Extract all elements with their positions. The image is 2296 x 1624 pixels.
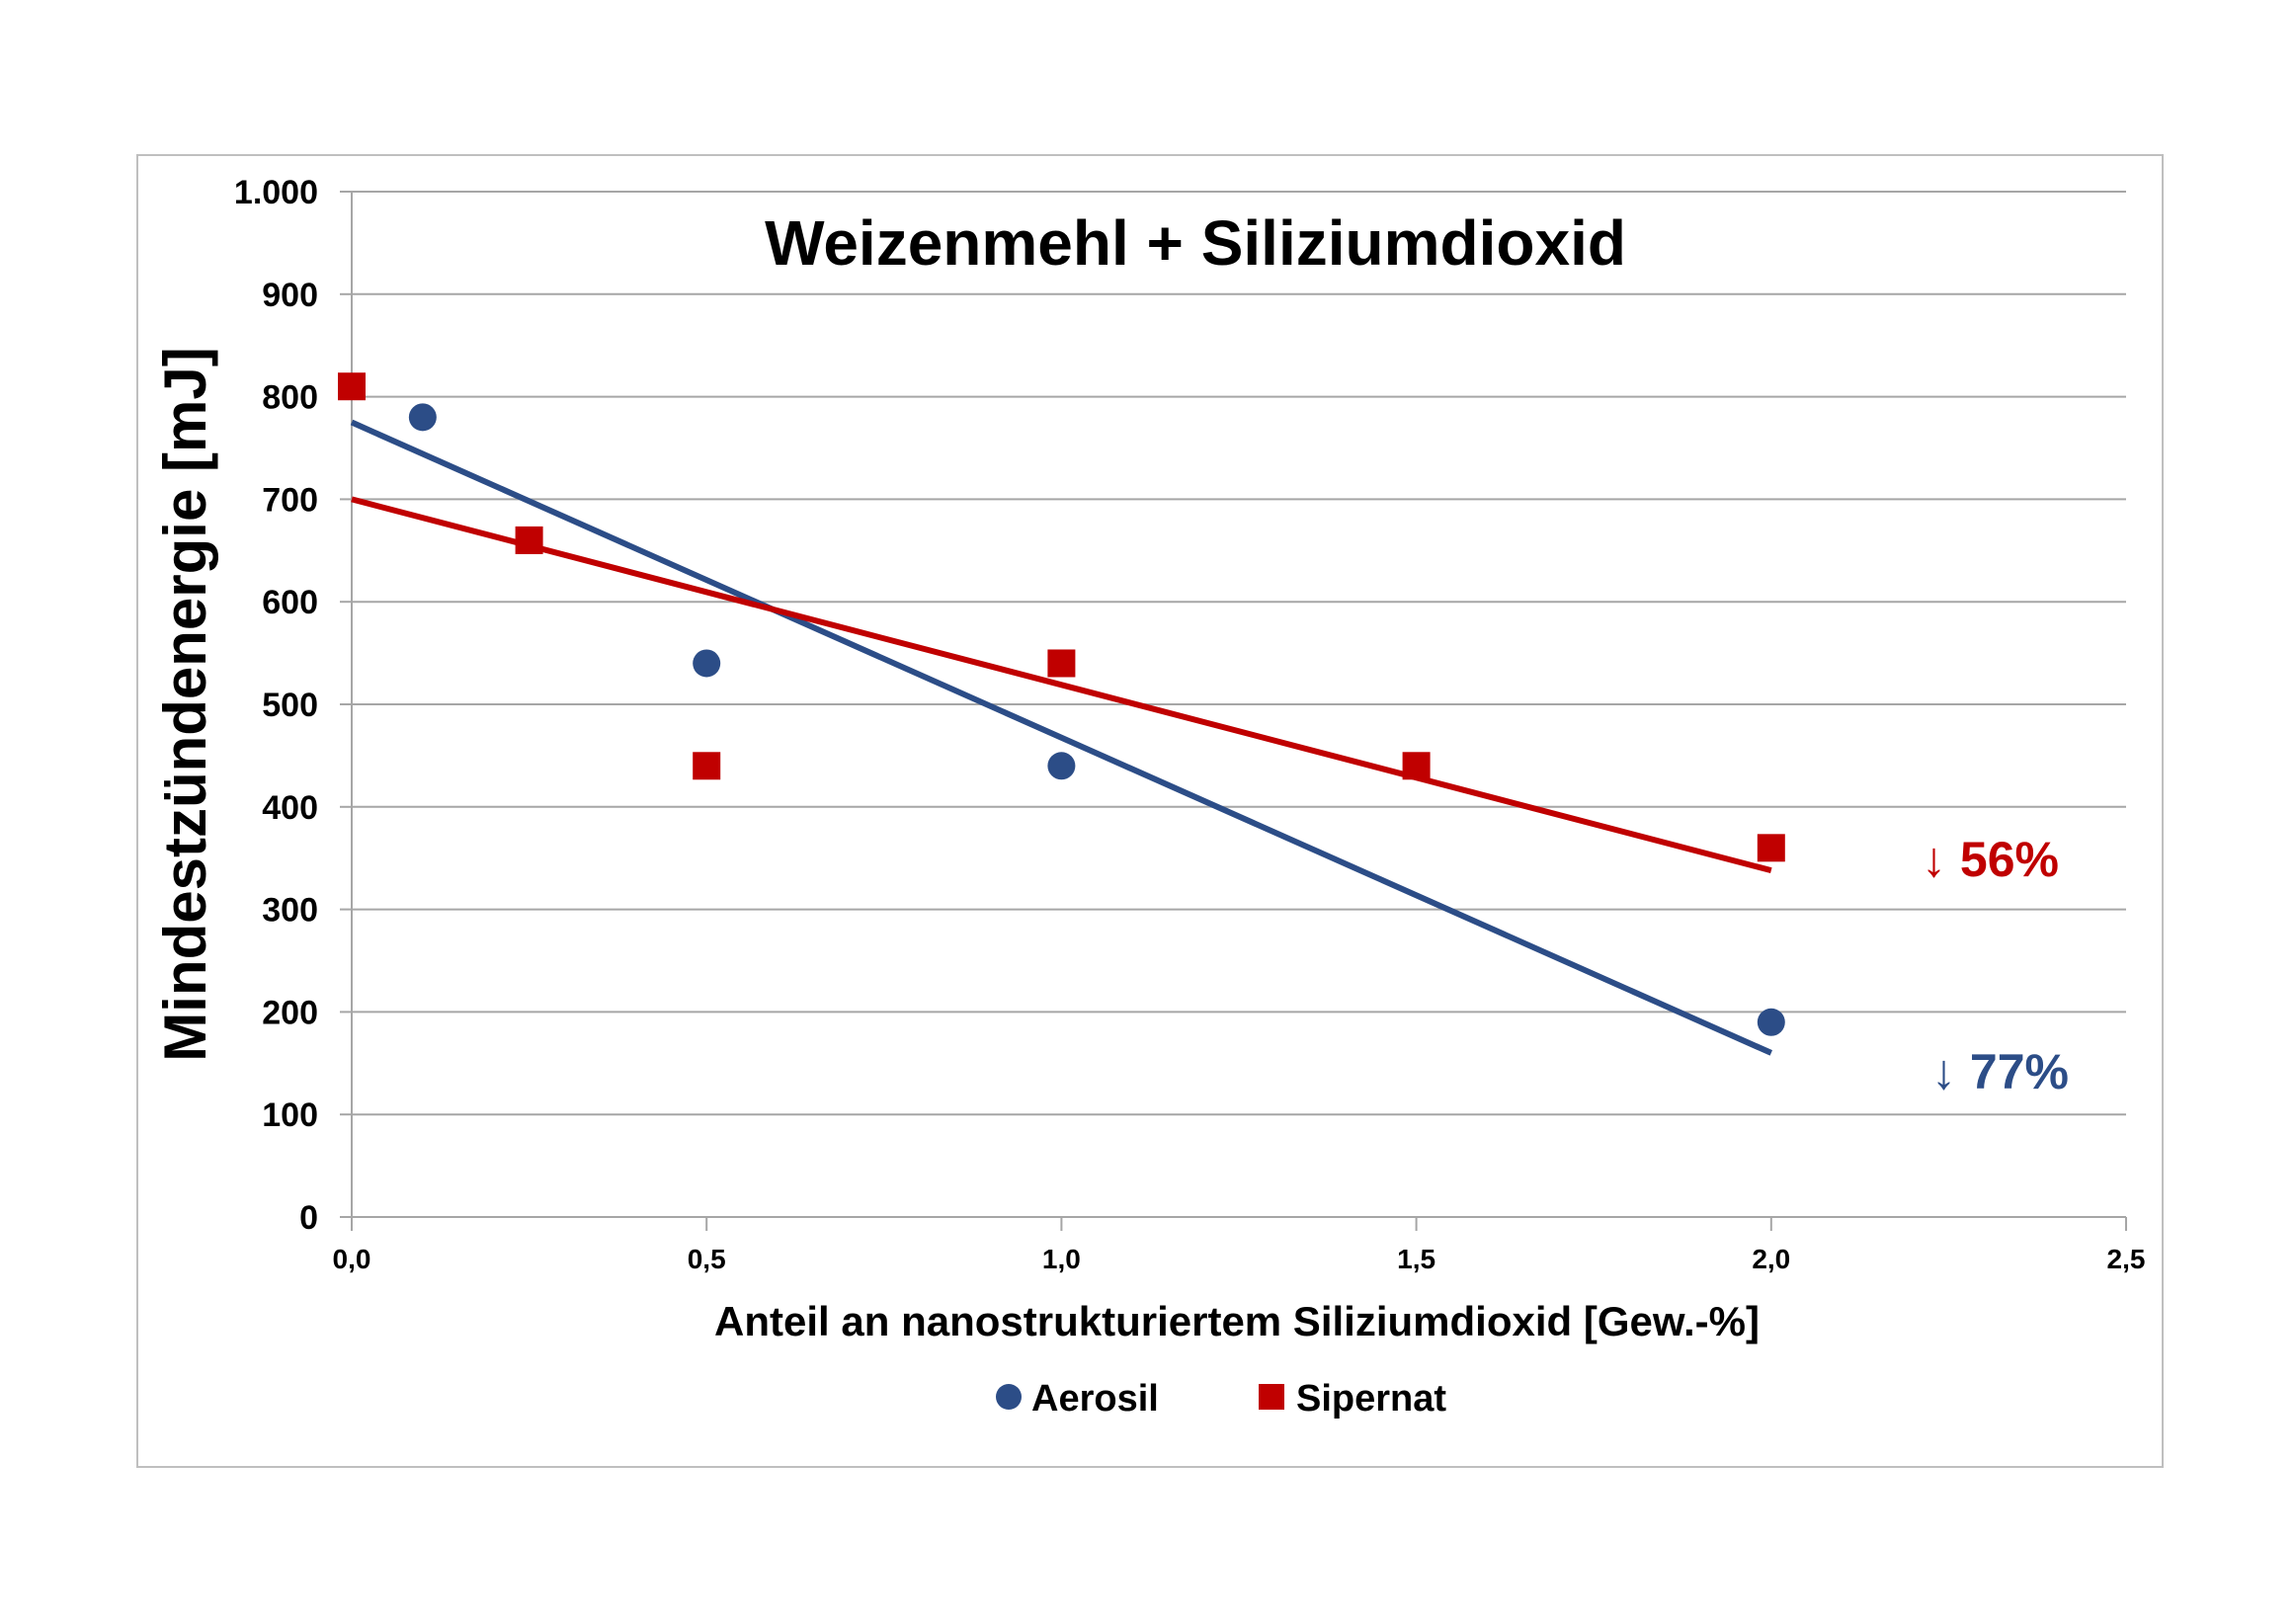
legend-marker-aerosil [996,1384,1022,1410]
gridlines [352,191,2126,1116]
legend-label-aerosil: Aerosil [1031,1378,1159,1420]
data-points [338,372,1785,1036]
legend-label-sipernat: Sipernat [1296,1378,1446,1420]
x-tick-label: 1,5 [1397,1244,1435,1274]
x-axis-title: Anteil an nanostrukturiertem Siliziumdio… [714,1298,1760,1344]
y-tick-label: 300 [262,892,318,930]
legend-marker-sipernat [1259,1384,1284,1410]
y-tick-label: 200 [262,994,318,1031]
y-tick-label: 900 [262,277,318,314]
y-tick-label: 700 [262,481,318,519]
y-tick-label: 1.000 [234,174,318,211]
chart-frame [136,154,2164,1468]
x-tick-label: 0,5 [688,1244,726,1274]
point-aerosil [693,649,721,678]
y-tick-label: 100 [262,1096,318,1134]
point-aerosil [1757,1008,1785,1036]
x-tick-label: 0,0 [333,1244,371,1274]
y-tick-label: 500 [262,687,318,724]
point-sipernat [1402,752,1431,780]
annotation-sipernat: ↓ 56% [1922,832,2059,887]
x-tick-label: 1,0 [1042,1244,1081,1274]
annotation-aerosil: ↓ 77% [1931,1044,2069,1099]
point-sipernat [1757,834,1785,862]
point-sipernat [1047,649,1076,678]
y-tick-label: 0 [299,1199,318,1237]
y-tick-label: 600 [262,584,318,621]
point-sipernat [515,526,543,554]
x-tick-label: 2,5 [2107,1244,2146,1274]
trendline-sipernat [351,496,1772,874]
y-tick-label: 800 [262,379,318,417]
point-sipernat [693,752,721,780]
chart-title: Weizenmehl + Siliziumdioxid [765,207,1626,279]
x-tick-label: 2,0 [1752,1244,1790,1274]
point-aerosil [408,403,437,432]
trendlines [350,419,1773,1056]
trendline-aerosil [350,419,1773,1056]
point-sipernat [338,372,366,401]
y-tick-label: 400 [262,789,318,827]
y-axis-title: Mindestzündenergie [mJ] [152,347,218,1061]
legend: Aerosil Sipernat [996,1378,1446,1420]
axes: 0 100 200 300 400 500 600 700 800 900 1.000 0,0 0,5 1… [234,174,2146,1274]
point-aerosil [1047,752,1076,780]
